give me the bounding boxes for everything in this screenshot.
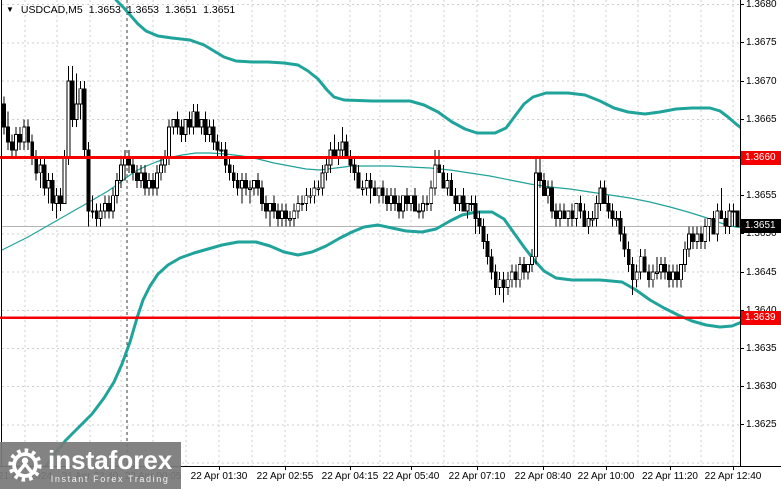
level-price-label: 1.3660 — [741, 150, 781, 165]
price-axis-tick — [741, 271, 744, 273]
brand-tagline: Instant Forex Trading — [50, 474, 170, 484]
price-label: 1.3645 — [746, 266, 777, 278]
price-axis-tick — [741, 4, 744, 6]
price-axis-tick — [741, 233, 744, 235]
level-price-label: 1.3639 — [741, 310, 781, 325]
time-label: 22 Apr 05:40 — [382, 471, 440, 482]
price-label: 1.3640 — [741, 304, 781, 317]
price-axis[interactable]: 1.3680 1.3675 1.3670 1.3665 1.3655 1.3650 1.36… — [740, 0, 781, 466]
time-axis-tick — [411, 467, 412, 470]
price-label: 1.3650 — [746, 228, 777, 240]
price-label: 1.3675 — [746, 37, 777, 49]
time-label: 22 Apr 10:00 — [577, 471, 635, 482]
price-label: 1.3680 — [746, 0, 777, 11]
price-label: 1.3635 — [746, 343, 777, 354]
time-axis-tick — [543, 467, 544, 470]
instaforex-watermark: instaforex Instant Forex Trading — [0, 442, 181, 489]
time-axis-tick — [733, 467, 734, 470]
time-label: 22 Apr 01:30 — [190, 471, 248, 482]
price-axis-tick — [741, 80, 744, 82]
grid — [2, 0, 740, 466]
price-axis-tick — [741, 42, 744, 44]
price-axis-tick — [741, 386, 744, 388]
candles — [2, 65, 740, 303]
price-axis-tick — [741, 348, 744, 349]
time-axis-tick — [670, 467, 671, 470]
price-label: 1.3665 — [746, 113, 777, 125]
chevron-down-icon[interactable]: ▼ — [6, 5, 14, 14]
price-axis-tick — [741, 118, 744, 120]
bollinger-bands — [1, 0, 740, 466]
bid-price-label: 1.3651 — [741, 219, 781, 234]
price-label: 1.3630 — [746, 381, 777, 393]
time-label: 22 Apr 04:15 — [321, 471, 379, 482]
price-axis-tick — [741, 424, 744, 426]
chart-canvas[interactable] — [0, 0, 740, 466]
time-axis-tick — [285, 467, 286, 470]
time-axis-tick — [606, 467, 607, 470]
chart-title-bar: ▼ USDCAD,M5 1.3653 1.3653 1.3651 1.3651 — [6, 4, 241, 16]
time-label: 22 Apr 11:20 — [642, 471, 698, 482]
time-axis-tick — [350, 467, 351, 470]
time-label: 22 Apr 12:40 — [704, 471, 762, 482]
quote-high: 1.3653 — [126, 4, 160, 16]
price-axis-tick — [741, 195, 744, 197]
price-label: 1.3625 — [746, 419, 777, 431]
quote-close: 1.3651 — [203, 4, 236, 16]
quote-low: 1.3651 — [165, 4, 198, 16]
symbol-period-label: USDCAD,M5 — [20, 4, 83, 16]
price-label: 1.3670 — [746, 75, 777, 87]
time-label: 22 Apr 02:55 — [256, 471, 314, 482]
gear-icon — [8, 447, 42, 482]
watermark-text: instaforex Instant Forex Trading — [48, 447, 172, 484]
time-axis-tick — [219, 467, 220, 470]
price-label: 1.3655 — [746, 190, 777, 202]
quote-open: 1.3653 — [88, 4, 121, 16]
price-axis-tick — [741, 309, 744, 311]
brand-name: instaforex — [48, 445, 173, 475]
time-label: 22 Apr 08:40 — [514, 471, 572, 482]
time-axis-tick — [477, 467, 478, 470]
time-label: 22 Apr 07:10 — [448, 471, 506, 482]
